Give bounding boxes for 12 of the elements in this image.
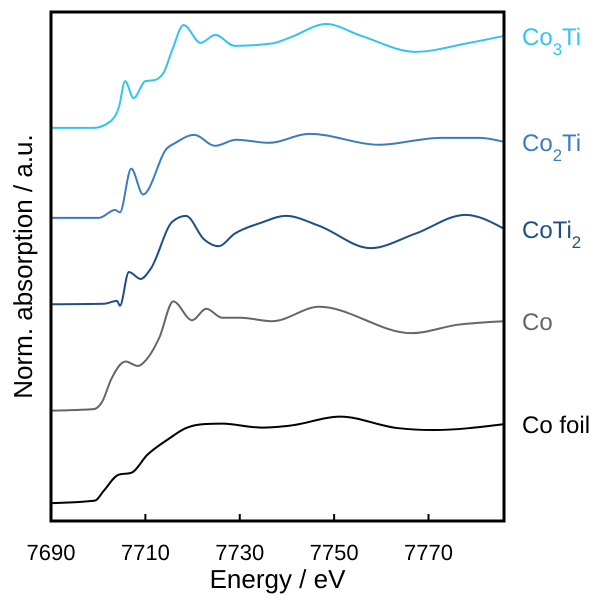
- series-label: Co$_{3}$Ti: [522, 24, 582, 58]
- x-axis-title: Energy / eV: [210, 564, 346, 594]
- x-tick-label: 7770: [404, 540, 453, 565]
- x-tick-label: 7730: [215, 540, 264, 565]
- series-label: CoTi$_{2}$: [522, 216, 582, 252]
- x-tick-label: 7750: [310, 540, 359, 565]
- series-label: Co: [522, 309, 553, 336]
- series-label: Co$_{2}$Ti: [522, 130, 582, 164]
- series-label: Co foil: [522, 412, 590, 440]
- y-axis-title: Norm. absorption / a.u.: [8, 134, 38, 399]
- x-tick-label: 7690: [26, 540, 76, 565]
- x-tick-label: 7710: [120, 540, 170, 565]
